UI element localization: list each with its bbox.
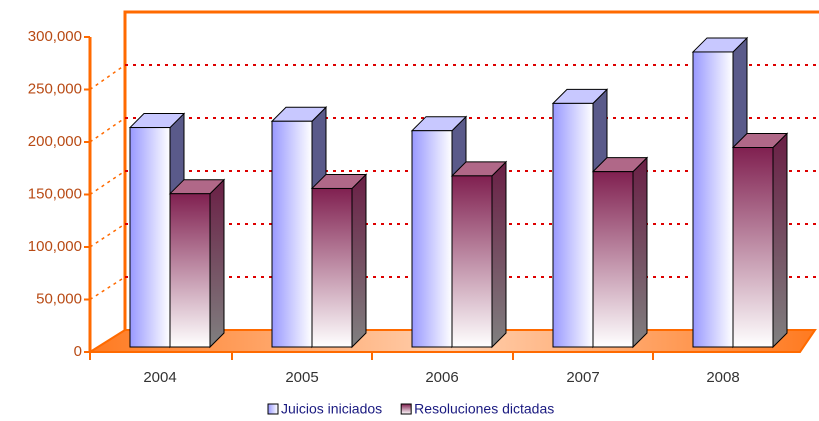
bar bbox=[271, 120, 313, 348]
bar bbox=[552, 102, 594, 348]
x-tick-label: 2008 bbox=[706, 369, 739, 386]
y-tick-label: 100,000 bbox=[28, 238, 82, 255]
bar bbox=[592, 171, 634, 348]
x-tick-label: 2004 bbox=[143, 369, 176, 386]
bar bbox=[169, 193, 211, 348]
legend-swatch bbox=[267, 403, 279, 415]
bar-side bbox=[632, 156, 648, 349]
x-tick-label: 2007 bbox=[566, 369, 599, 386]
bar-side bbox=[491, 160, 507, 349]
legend-swatch bbox=[400, 403, 412, 415]
bar-side bbox=[351, 173, 367, 349]
bar bbox=[732, 147, 774, 348]
y-tick-label: 200,000 bbox=[28, 133, 82, 150]
grid-line bbox=[89, 276, 126, 301]
bar-side bbox=[772, 132, 788, 349]
bar bbox=[451, 175, 493, 348]
grid-line bbox=[89, 64, 126, 91]
grid-line bbox=[89, 223, 126, 248]
y-tick-label: 50,000 bbox=[36, 290, 82, 307]
bar bbox=[411, 130, 453, 348]
y-tick-label: 250,000 bbox=[28, 80, 82, 97]
y-tick-label: 300,000 bbox=[28, 28, 82, 45]
bar bbox=[692, 51, 734, 348]
grid-line bbox=[89, 170, 126, 196]
legend-label: Juicios iniciados bbox=[281, 401, 382, 417]
bar bbox=[129, 127, 171, 348]
legend-label: Resoluciones dictadas bbox=[414, 401, 554, 417]
grid-line bbox=[89, 117, 126, 143]
bar-side bbox=[209, 178, 225, 349]
x-tick-label: 2006 bbox=[425, 369, 458, 386]
y-tick-label: 0 bbox=[74, 343, 82, 360]
y-tick-label: 150,000 bbox=[28, 185, 82, 202]
x-tick-label: 2005 bbox=[285, 369, 318, 386]
bar bbox=[311, 187, 353, 348]
